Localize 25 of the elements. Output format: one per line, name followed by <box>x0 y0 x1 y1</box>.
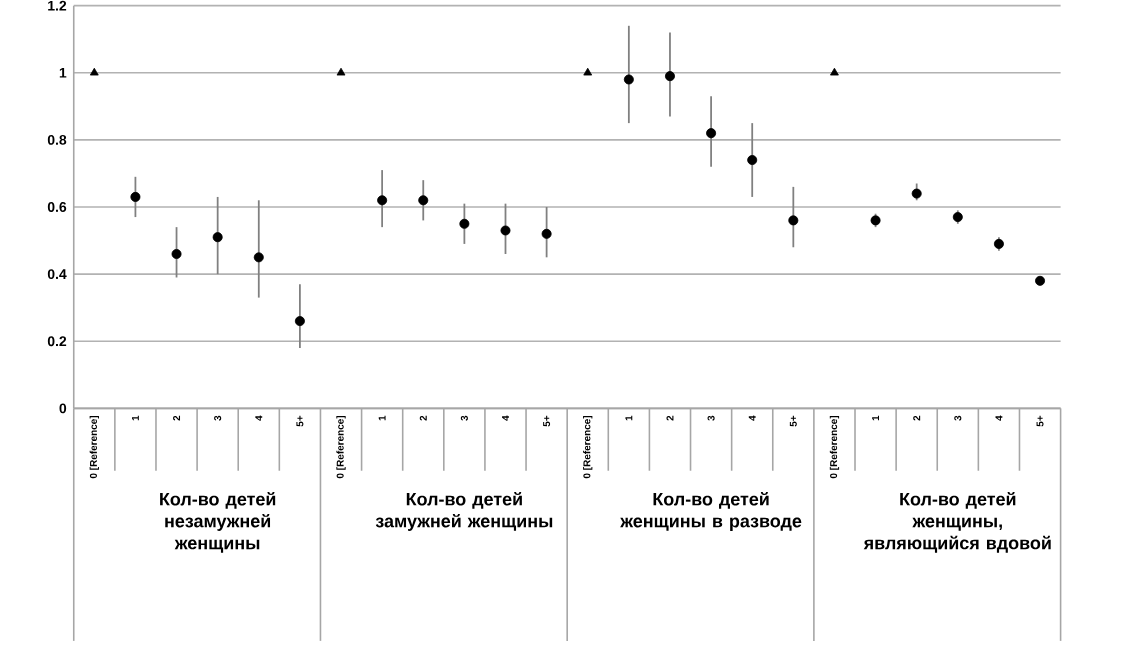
point <box>1035 275 1046 286</box>
point <box>459 218 470 229</box>
text: Кол-во детей женщины в разводе <box>620 491 802 531</box>
point <box>212 232 223 243</box>
point <box>830 67 839 76</box>
point <box>623 74 634 85</box>
point <box>89 67 99 76</box>
point <box>294 316 305 326</box>
point <box>171 248 182 259</box>
text: Кол-во детей замужней женщины <box>375 491 553 531</box>
text: Кол-во детей женщины, являющийся вдовой <box>863 491 1051 553</box>
point <box>253 252 264 263</box>
point <box>788 215 799 226</box>
point <box>706 128 717 139</box>
point <box>500 225 511 236</box>
point <box>130 191 141 202</box>
text: Кол-во детей незамужней женщины <box>160 491 276 553</box>
point <box>541 228 552 239</box>
point <box>336 67 346 76</box>
point <box>583 67 593 76</box>
point <box>993 238 1004 249</box>
point <box>747 154 758 165</box>
point <box>664 71 675 82</box>
point <box>377 195 388 206</box>
point <box>418 195 429 206</box>
